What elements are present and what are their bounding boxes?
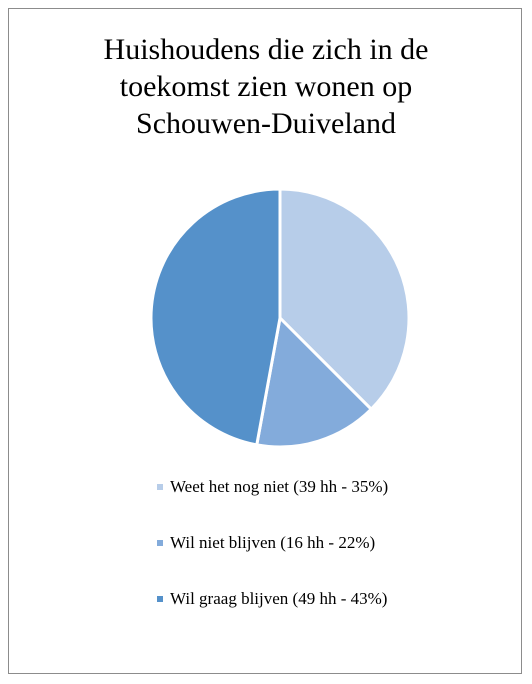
legend: Weet het nog niet (39 hh - 35%) Wil niet… — [157, 477, 388, 645]
pie-slice-wil-graag-blijven — [149, 187, 282, 447]
pie-chart — [149, 187, 411, 449]
pie-slice-weet-niet — [278, 187, 411, 411]
legend-label: Wil niet blijven (16 hh - 22%) — [170, 533, 376, 552]
legend-label: Wil graag blijven (49 hh - 43%) — [170, 589, 388, 608]
chart-frame: Huishoudens die zich in de toekomst zien… — [8, 8, 522, 674]
legend-item-weet-niet: Weet het nog niet (39 hh - 35%) — [157, 477, 388, 497]
legend-label: Weet het nog niet (39 hh - 35%) — [170, 477, 389, 496]
legend-swatch — [157, 596, 163, 602]
legend-swatch — [157, 540, 163, 546]
chart-title-line-3: Schouwen-Duiveland — [136, 107, 396, 140]
legend-swatch — [157, 484, 163, 490]
chart-title-line-1: Huishoudens die zich in de — [103, 33, 429, 66]
chart-title-line-2: toekomst zien wonen op — [119, 70, 413, 103]
chart-title: Huishoudens die zich in de toekomst zien… — [9, 31, 523, 142]
legend-item-wil-niet-blijven: Wil niet blijven (16 hh - 22%) — [157, 533, 388, 553]
pie-slice-wil-niet-blijven — [255, 316, 373, 449]
legend-item-wil-graag-blijven: Wil graag blijven (49 hh - 43%) — [157, 589, 388, 609]
